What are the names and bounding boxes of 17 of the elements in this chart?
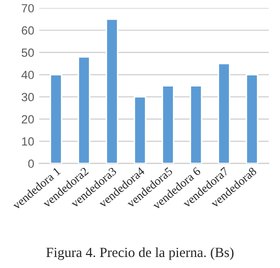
bar <box>190 85 202 164</box>
y-tick-label: 60 <box>22 26 34 35</box>
y-tick-label: 30 <box>22 92 34 102</box>
y-tick-label: 70 <box>22 4 34 12</box>
bar <box>162 85 174 164</box>
y-tick-label: 10 <box>22 137 34 146</box>
bar <box>78 56 90 164</box>
y-tick-label: 20 <box>22 115 34 124</box>
bar <box>246 74 258 164</box>
bar <box>218 62 230 164</box>
y-tick-label: 0 <box>28 160 34 168</box>
bar <box>106 18 118 164</box>
y-tick-label: 40 <box>21 70 34 80</box>
bar <box>50 74 62 164</box>
bar <box>134 96 146 164</box>
text: Figura 4. Precio de la pierna. (Bs) <box>46 247 234 260</box>
y-tick-label: 50 <box>22 48 34 57</box>
